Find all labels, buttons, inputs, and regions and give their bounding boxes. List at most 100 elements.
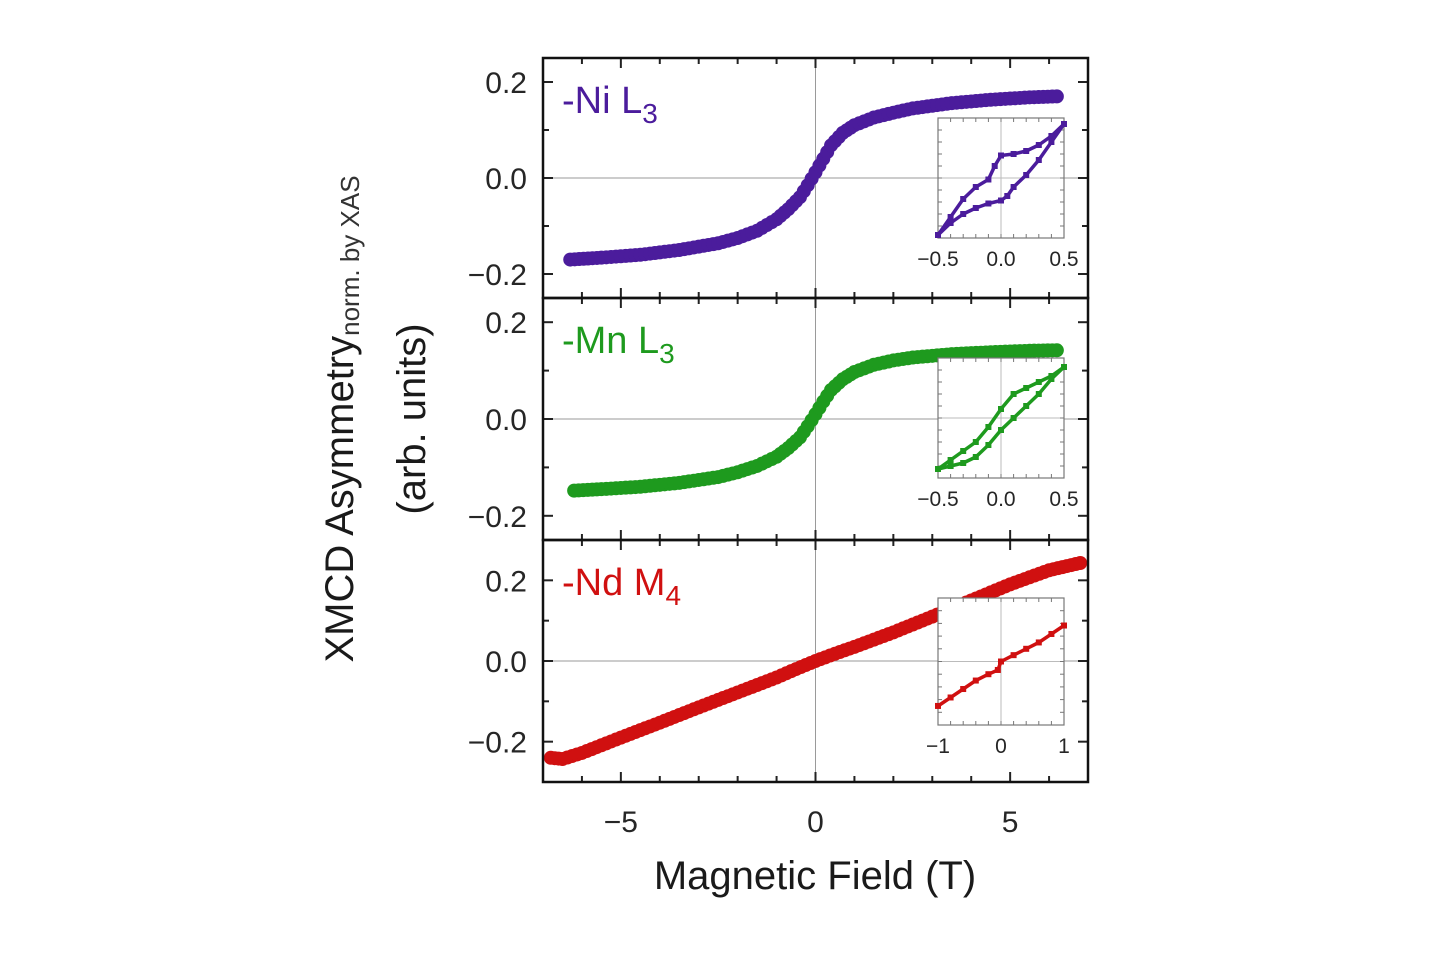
inset-x-tick-label: 0 [995, 735, 1007, 758]
inset-data-point [991, 163, 998, 169]
inset-data-point [935, 466, 941, 472]
inset-data-point [947, 220, 954, 226]
panel-frame [541, 538, 1090, 784]
inset-data-point [972, 677, 979, 684]
inset-data-point [1035, 142, 1042, 148]
inset-data-point [1010, 415, 1017, 421]
inset-data-point [1010, 151, 1017, 157]
inset-data-point [935, 702, 941, 709]
inset-data-point [998, 197, 1004, 204]
inset-x-tick-label: −0.5 [917, 248, 958, 271]
x-tick-labels: −5 0 5 [604, 806, 1019, 839]
x-tick-label: 0 [807, 806, 824, 839]
inset-data-point [1004, 193, 1011, 199]
inset-data-point [1010, 652, 1017, 659]
panel-label-text: -Ni L [562, 80, 642, 122]
panels-group: −0.20.00.2 -Ni L3−0.5 0.0 0.5−0.20.00.2 -Mn … [468, 56, 1090, 839]
inset-data-point [1061, 622, 1067, 629]
inset-data-point [947, 694, 954, 701]
inset-x-tick-label: −0.5 [917, 488, 958, 511]
inset-branch-down-markers [935, 121, 1067, 238]
y-tick-label: 0.2 [485, 565, 527, 598]
panel-label-mn: -Mn L3 [562, 320, 675, 369]
y-axis-units: (arb. units) [390, 323, 434, 514]
inset-data-point [972, 439, 979, 445]
y-axis-title-main: XMCD Asymmetry [318, 336, 362, 663]
inset-data-point [985, 200, 992, 207]
panel-label-subscript: 4 [665, 580, 681, 611]
y-tick-label: 0.0 [485, 404, 527, 437]
inset-x-tick-label: 0.0 [986, 488, 1015, 511]
inset-data-point [1010, 184, 1017, 190]
inset-branch-down-markers [935, 364, 1067, 472]
inset-data-point [1061, 364, 1067, 370]
inset-data-point [985, 424, 992, 430]
inset-data-point [998, 658, 1004, 665]
x-tick-label: −5 [604, 806, 638, 839]
inset-data-point [998, 427, 1004, 433]
inset-data-point [1061, 121, 1067, 127]
panel-label-text: -Mn L [562, 320, 659, 362]
data-point [1073, 555, 1088, 570]
inset-x-tick-label: 0.5 [1049, 248, 1078, 271]
inset-ni: −0.5 0.0 0.5 [917, 117, 1079, 271]
y-tick-label: 0.2 [485, 67, 527, 100]
inset-data-point [947, 463, 954, 469]
panel-ni: −0.2 0.0 0.2 -Ni L3 −0.5 0.0 0.5 [468, 56, 1090, 300]
inset-data-point [1035, 379, 1042, 385]
inset-x-tick-label: 0.0 [986, 248, 1015, 271]
inset-data-point [1023, 148, 1030, 154]
inset-data-point [985, 671, 992, 678]
inset-data-point [960, 211, 967, 217]
y-axis-title-subscript: norm. by XAS [335, 175, 365, 335]
inset-data-point [1023, 645, 1030, 652]
inset-data-point [935, 232, 941, 238]
inset-x-tick-label: −1 [926, 735, 950, 758]
panel-nd: −0.2 0.0 0.2 -Nd M4 −1 0 1 [468, 538, 1090, 784]
inset-data-point [1035, 639, 1042, 646]
inset-data-point [972, 454, 979, 460]
inset-branch-up-markers [935, 622, 1067, 709]
inset-data-point [1048, 630, 1055, 637]
inset-data-point [985, 176, 992, 183]
inset-data-point [960, 460, 967, 466]
panel-label-subscript: 3 [659, 338, 675, 369]
inset-data-point [998, 152, 1004, 159]
y-tick-label: 0.2 [485, 307, 527, 340]
inset-data-point [960, 196, 967, 202]
inset-data-point [1023, 385, 1030, 391]
data-point [1049, 89, 1064, 104]
inset-data-point [1010, 391, 1017, 397]
inset-data-point [998, 406, 1004, 412]
inset-data-point [1048, 376, 1055, 382]
inset-data-point [947, 457, 954, 463]
inset-data-point [1023, 403, 1030, 409]
panel-mn: −0.2 0.0 0.2 -Mn L3 −0.5 0.0 0.5 [468, 296, 1090, 542]
inset-mn: −0.5 0.0 0.5 [917, 357, 1079, 511]
y-axis-title: XMCD Asymmetrynorm. by XAS [318, 175, 365, 662]
y-tick-label: 0.0 [485, 163, 527, 196]
inset-data-point [1035, 391, 1042, 397]
data-point [1049, 343, 1064, 358]
panel-label-nd: -Nd M4 [562, 562, 681, 611]
data-series-ni [563, 89, 1064, 267]
y-tick-label: −0.2 [468, 727, 527, 760]
inset-nd: −1 0 1 [926, 597, 1070, 758]
inset-data-point [1035, 157, 1042, 163]
y-axis-title-group: XMCD Asymmetrynorm. by XAS (arb. units) [318, 175, 434, 662]
inset-data-point [1048, 139, 1055, 145]
inset-data-point [972, 184, 979, 190]
inset-x-tick-label: 0.5 [1049, 488, 1078, 511]
inset-data-point [994, 666, 1001, 673]
panel-label-ni: -Ni L3 [562, 80, 658, 129]
inset-data-point [1023, 172, 1030, 178]
y-tick-label: 0.0 [485, 646, 527, 679]
inset-data-point [960, 448, 967, 454]
inset-data-point [985, 442, 992, 448]
y-tick-label: −0.2 [468, 259, 527, 292]
y-tick-label: −0.2 [468, 501, 527, 534]
inset-data-point [960, 686, 967, 693]
data-series-mn [567, 343, 1064, 498]
x-axis-title: Magnetic Field (T) [654, 854, 976, 898]
